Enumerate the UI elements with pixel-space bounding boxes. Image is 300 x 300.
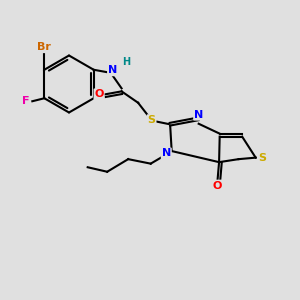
Text: H: H <box>123 57 131 67</box>
Text: F: F <box>22 96 29 106</box>
Text: N: N <box>194 110 203 120</box>
Text: N: N <box>162 148 171 158</box>
Text: N: N <box>108 65 117 75</box>
Text: Br: Br <box>38 42 51 52</box>
Text: O: O <box>94 89 104 99</box>
Text: O: O <box>213 181 222 190</box>
Text: S: S <box>148 115 156 125</box>
Text: S: S <box>258 153 266 163</box>
